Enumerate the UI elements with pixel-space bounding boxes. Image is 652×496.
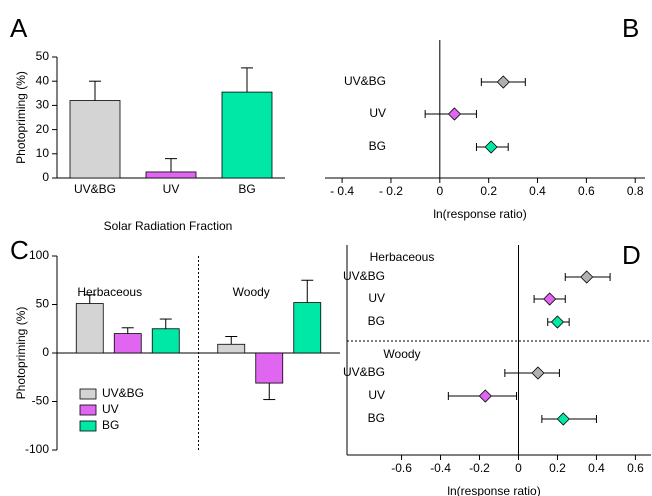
- x-tick-label: 0: [515, 461, 522, 475]
- group-label: Herbaceous: [370, 250, 435, 264]
- row-label: UV: [368, 388, 385, 402]
- y-tick-label: 10: [36, 146, 50, 160]
- x-tick-label: - 0.4: [330, 184, 354, 198]
- panel-label: D: [622, 240, 641, 270]
- x-tick-label: UV: [163, 182, 180, 196]
- bar: [221, 91, 273, 179]
- x-tick-label: 0.2: [549, 461, 566, 475]
- legend-label: BG: [102, 418, 119, 432]
- y-tick-label: 50: [36, 49, 50, 63]
- y-tick-label: 0: [42, 170, 49, 184]
- legend-label: UV: [102, 402, 119, 416]
- x-tick-label: 0.2: [480, 184, 497, 198]
- panel-label: C: [10, 235, 29, 265]
- x-axis-label: Solar Radiation Fraction: [104, 219, 233, 233]
- bar: [151, 328, 180, 354]
- bar: [75, 303, 104, 354]
- group-label: Woody: [383, 347, 420, 361]
- x-tick-label: 0.4: [588, 461, 605, 475]
- legend-swatch: [79, 420, 97, 432]
- x-tick-label: UV&BG: [74, 182, 116, 196]
- row-label: UV: [369, 106, 386, 120]
- x-axis-label: ln(response ratio): [433, 207, 526, 221]
- diamond: [580, 270, 594, 284]
- y-axis-label: Photopriming (%): [14, 71, 28, 164]
- bar: [293, 302, 322, 354]
- y-tick-label: 20: [36, 122, 50, 136]
- row-label: UV&BG: [344, 74, 386, 88]
- diamond: [484, 140, 498, 154]
- x-axis-label: ln(response ratio): [447, 484, 540, 496]
- diamond: [531, 366, 545, 380]
- x-tick-label: 0: [436, 184, 443, 198]
- x-tick-label: 0.6: [578, 184, 595, 198]
- panel-label: B: [622, 13, 639, 43]
- row-label: UV&BG: [343, 365, 385, 379]
- y-tick-label: 30: [36, 98, 50, 112]
- group-label: Woody: [233, 285, 270, 299]
- x-tick-label: 0.6: [627, 461, 644, 475]
- bar: [255, 352, 284, 384]
- diamond: [550, 315, 565, 329]
- diamond: [556, 412, 570, 426]
- row-label: UV&BG: [343, 269, 385, 283]
- diamond: [447, 107, 462, 121]
- diamond: [543, 292, 557, 306]
- legend-swatch: [79, 404, 97, 416]
- x-tick-label: -0.2: [469, 461, 490, 475]
- row-label: BG: [368, 411, 385, 425]
- bar: [69, 100, 121, 179]
- row-label: BG: [368, 314, 385, 328]
- panel-label: A: [10, 13, 28, 43]
- x-tick-label: 0.8: [627, 184, 644, 198]
- diamond: [478, 389, 492, 403]
- bar: [113, 333, 142, 354]
- x-tick-label: BG: [238, 182, 255, 196]
- x-tick-label: 0.4: [529, 184, 546, 198]
- y-tick-label: -100: [25, 442, 49, 456]
- x-tick-label: -0.4: [430, 461, 451, 475]
- bar: [217, 343, 246, 354]
- y-axis-label: Photopriming (%): [14, 307, 28, 400]
- y-tick-label: 100: [29, 248, 49, 262]
- legend-swatch: [79, 388, 97, 400]
- y-tick-label: 40: [36, 73, 50, 87]
- row-label: UV: [368, 291, 385, 305]
- diamond: [496, 75, 510, 89]
- x-tick-label: - 0.2: [379, 184, 403, 198]
- x-tick-label: -0.6: [391, 461, 412, 475]
- row-label: BG: [369, 139, 386, 153]
- legend-label: UV&BG: [102, 386, 144, 400]
- y-tick-label: 50: [36, 297, 50, 311]
- group-label: Herbaceous: [77, 285, 142, 299]
- y-tick-label: -50: [32, 394, 50, 408]
- bar: [145, 171, 197, 179]
- y-tick-label: 0: [42, 345, 49, 359]
